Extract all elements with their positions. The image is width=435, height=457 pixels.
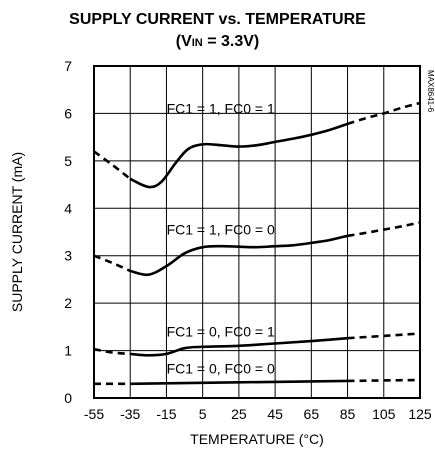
subtitle-rest: = 3.3V) (202, 33, 260, 50)
series-2-dashed-left (93, 347, 131, 356)
y-tick-label: 6 (64, 105, 72, 121)
series-3-label: FC1 = 0, FC0 = 0 (167, 360, 275, 376)
x-tick-label: 85 (340, 406, 356, 422)
series-3-dashed-right (347, 378, 421, 383)
subtitle-subscript: IN (191, 37, 203, 49)
y-tick-label: 1 (64, 343, 72, 359)
x-tick-label: 5 (199, 406, 207, 422)
series-3-line (130, 379, 348, 386)
y-tick-label: 7 (64, 58, 72, 74)
curves (93, 101, 421, 386)
plot-frame (93, 65, 421, 399)
x-tick-labels: -55 -35 -15 5 25 45 65 85 105 125 (84, 406, 432, 422)
y-tick-label: 4 (64, 200, 72, 216)
figure-code: MAX8641-6 (426, 70, 435, 113)
series-0-label: FC1 = 1, FC0 = 1 (167, 100, 275, 116)
series-0-dashed-right (347, 101, 421, 126)
chart-title: SUPPLY CURRENT vs. TEMPERATURE (69, 11, 366, 28)
x-tick-label: 25 (231, 406, 247, 422)
series-0-line (129, 122, 349, 189)
series-1-dashed-right (347, 221, 421, 238)
x-tick-label: -15 (156, 406, 176, 422)
x-axis-title: TEMPERATURE (°C) (190, 431, 324, 447)
series-1-dashed-left (93, 254, 131, 273)
curve-labels: FC1 = 1, FC0 = 1 FC1 = 1, FC0 = 0 FC1 = 0,… (167, 100, 275, 376)
series-2-label: FC1 = 0, FC0 = 1 (167, 323, 275, 339)
x-tick-label: 65 (304, 406, 320, 422)
series-2-line (130, 336, 348, 357)
x-tick-label: 105 (372, 406, 396, 422)
series-2-dashed-right (347, 332, 421, 340)
y-tick-label: 2 (64, 295, 72, 311)
y-tick-label: 5 (64, 153, 72, 169)
y-axis-title: SUPPLY CURRENT (mA) (9, 152, 25, 312)
y-tick-labels: 0 1 2 3 4 5 6 7 (64, 58, 72, 406)
y-tick-label: 3 (64, 248, 72, 264)
series-1-label: FC1 = 1, FC0 = 0 (167, 221, 275, 237)
chart-subtitle: (VIN = 3.3V) (0, 32, 435, 53)
series-1-line (129, 234, 348, 277)
x-tick-label: -35 (120, 406, 140, 422)
x-tick-label: -55 (84, 406, 104, 422)
y-tick-label: 0 (64, 390, 72, 406)
subtitle-open: (V (175, 33, 192, 50)
series-0-dashed-left (93, 150, 132, 180)
x-tick-label: 45 (267, 406, 283, 422)
x-tick-label: 125 (408, 406, 432, 422)
